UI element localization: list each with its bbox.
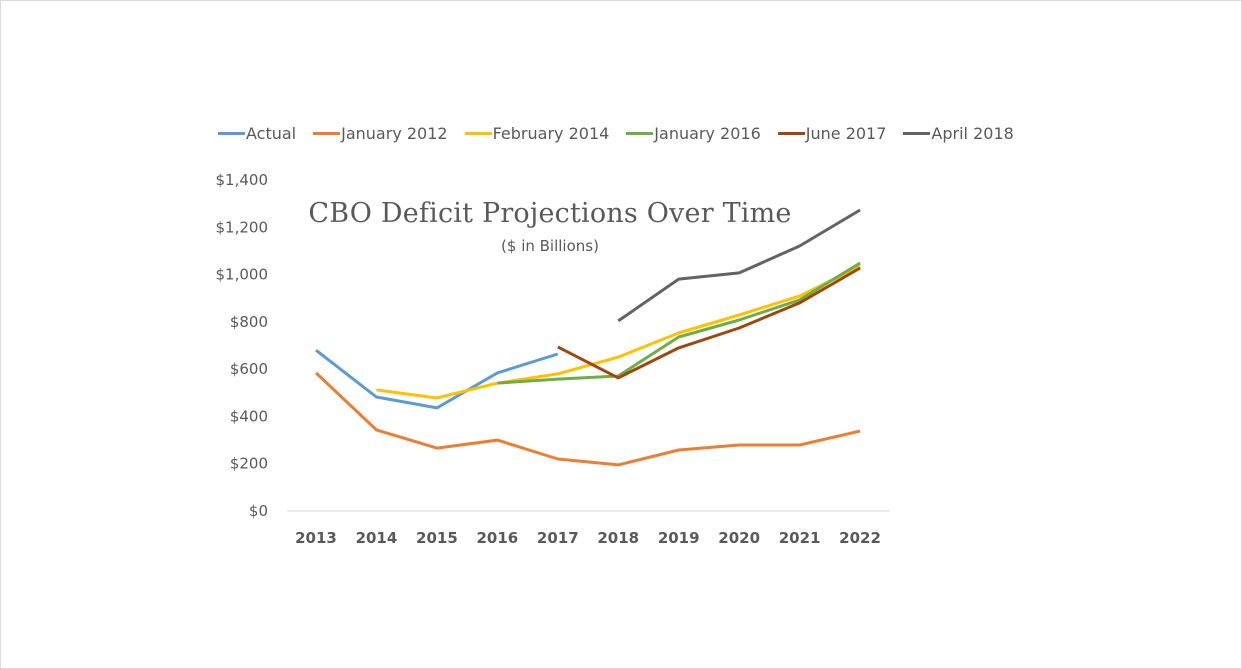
legend-swatch bbox=[313, 132, 341, 135]
legend-swatch bbox=[218, 132, 245, 135]
legend-item: June 2017 bbox=[777, 124, 887, 143]
series-line-actual bbox=[315, 349, 559, 410]
x-tick-label: 2013 bbox=[295, 529, 337, 547]
legend-swatch bbox=[464, 132, 492, 135]
legend-label: Actual bbox=[246, 124, 297, 143]
legend-item: April 2018 bbox=[903, 124, 1014, 143]
legend-item: Actual bbox=[218, 124, 296, 143]
legend-label: February 2014 bbox=[492, 124, 610, 143]
legend-label: January 2016 bbox=[654, 124, 761, 143]
chart-title: CBO Deficit Projections Over Time bbox=[308, 198, 792, 229]
series-line-april-2018 bbox=[617, 208, 861, 323]
x-tick-label: 2020 bbox=[718, 529, 760, 547]
legend-item: February 2014 bbox=[464, 124, 610, 143]
chart-subtitle: ($ in Billions) bbox=[501, 237, 599, 255]
legend-swatch bbox=[903, 132, 931, 135]
x-tick-label: 2019 bbox=[658, 529, 700, 547]
x-tick-label: 2022 bbox=[839, 529, 881, 547]
x-tick-label: 2014 bbox=[356, 529, 398, 547]
x-tick-label: 2016 bbox=[476, 529, 518, 547]
chart-legend: Actual January 2012 February 2014 January 2… bbox=[218, 124, 1031, 143]
y-tick-label: $200 bbox=[230, 455, 268, 473]
legend-label: April 2018 bbox=[931, 124, 1014, 143]
y-tick-label: $1,200 bbox=[216, 218, 269, 236]
series-line-january-2012 bbox=[314, 371, 861, 467]
x-tick-label: 2021 bbox=[779, 529, 821, 547]
y-tick-label: $1,400 bbox=[216, 171, 269, 189]
legend-item: January 2016 bbox=[626, 124, 761, 143]
y-tick-label: $400 bbox=[230, 407, 268, 425]
x-tick-label: 2017 bbox=[537, 529, 579, 547]
series-line-february-2014 bbox=[376, 264, 861, 400]
legend-label: June 2017 bbox=[805, 124, 887, 143]
legend-swatch bbox=[777, 132, 805, 135]
legend-item: January 2012 bbox=[313, 124, 448, 143]
legend-swatch bbox=[626, 132, 654, 135]
series-line-january-2016 bbox=[497, 261, 861, 385]
y-tick-label: $800 bbox=[230, 313, 268, 331]
y-tick-label: $600 bbox=[230, 360, 268, 378]
y-tick-label: $1,000 bbox=[216, 266, 269, 284]
y-tick-label: $0 bbox=[249, 502, 268, 520]
series-line-june-2017 bbox=[557, 266, 861, 380]
x-tick-label: 2018 bbox=[597, 529, 639, 547]
x-tick-label: 2015 bbox=[416, 529, 458, 547]
legend-label: January 2012 bbox=[341, 124, 448, 143]
